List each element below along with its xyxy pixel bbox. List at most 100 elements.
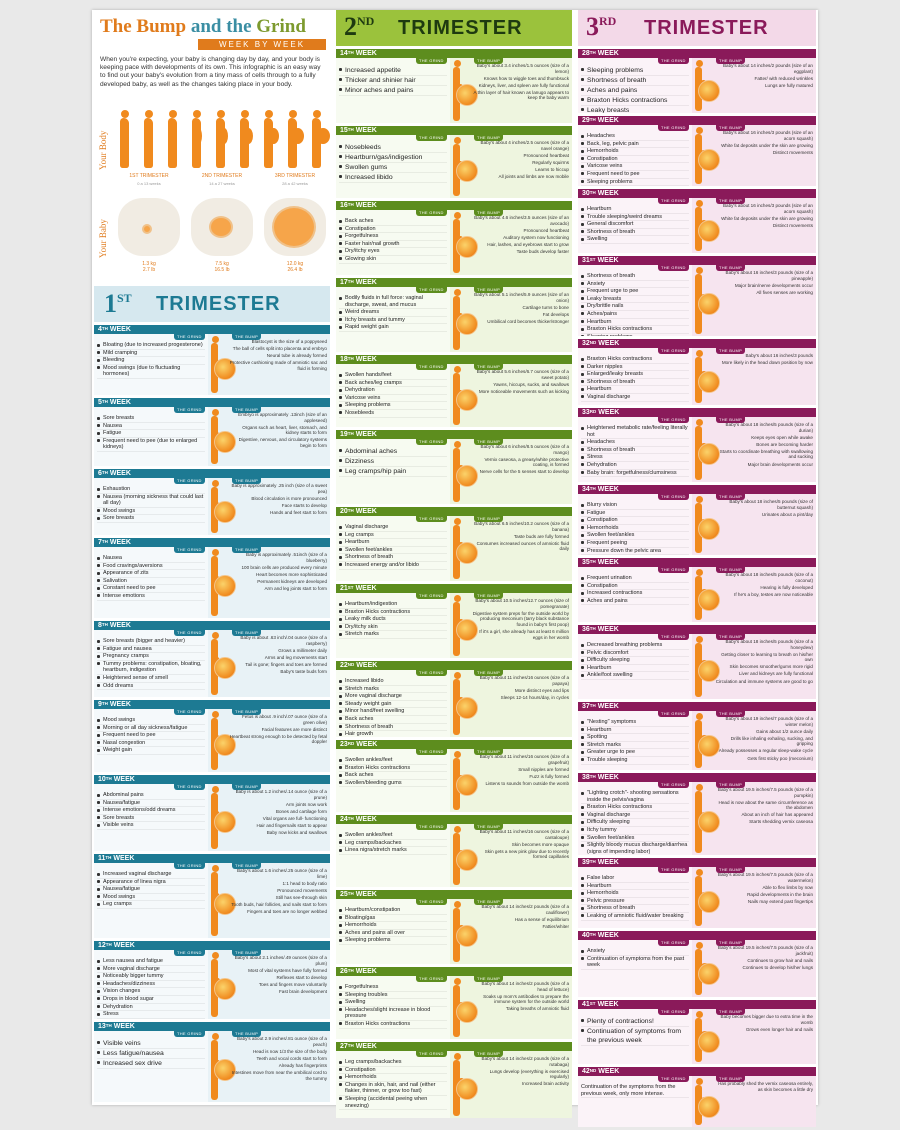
fetus-icon bbox=[456, 84, 478, 106]
bump-tag: THE BUMP bbox=[232, 709, 262, 715]
bump-facts: Baby's about 10.5 inches/12.7 ounces (si… bbox=[471, 598, 569, 642]
week-card: 41ST WEEK THE GRIND THE BUMP Plenty of contr… bbox=[578, 1000, 816, 1064]
week-header: 19TH WEEK bbox=[336, 430, 572, 439]
bump-fact: Still has see-through skin bbox=[275, 894, 327, 900]
bump-fact: Skin becomes more opaque bbox=[511, 841, 569, 847]
grind-symptom: Ankle/foot swelling bbox=[581, 672, 689, 680]
week-word: WEEK bbox=[109, 399, 131, 406]
fetus-icon bbox=[456, 925, 478, 947]
bump-facts: Embryo is approximately .13inch (size of… bbox=[229, 412, 327, 450]
grind-symptom: Stress bbox=[581, 454, 689, 462]
grind-symptom-list: Abdominal pains Nausea/fatigue Intense emo… bbox=[97, 792, 205, 830]
week-body: Increased vaginal discharge Appearance of… bbox=[94, 863, 330, 938]
grind-tag: THE GRIND bbox=[416, 516, 447, 522]
week-number-suffix: ND bbox=[589, 340, 597, 345]
grind-symptom: Increased contractions bbox=[581, 590, 689, 598]
week-title: 25TH WEEK bbox=[340, 890, 377, 899]
grind-tag: THE GRIND bbox=[174, 863, 205, 869]
grind-symptom-list: Increased libido Stretch marks More vagina… bbox=[339, 678, 447, 737]
grind-symptom: Rapid weight gain bbox=[339, 324, 447, 332]
bump-fact: Protective cushioning made of amniotic s… bbox=[229, 360, 327, 371]
week-number: 28 bbox=[582, 50, 590, 57]
week-header: 25TH WEEK bbox=[336, 890, 572, 899]
week-header: 28TH WEEK bbox=[578, 49, 816, 58]
bump-tag: THE BUMP bbox=[716, 1009, 746, 1015]
grind-symptom: Shortness of breath bbox=[339, 554, 447, 562]
bump-tag: THE BUMP bbox=[474, 135, 504, 141]
week-title: 18TH WEEK bbox=[340, 355, 377, 364]
bump-fact: More likely in the head down position by… bbox=[721, 360, 813, 366]
grind-symptom-list: Swollen hands/feet Back aches/leg cramps D… bbox=[339, 372, 447, 418]
week-number: 13 bbox=[98, 1023, 106, 1030]
bump-fact: Sleeps 12-14 hours/day, in cycles bbox=[500, 694, 569, 700]
logo: The Bump and the Grind WEEK BY WEEK bbox=[100, 16, 326, 52]
fetus-icon bbox=[214, 734, 236, 757]
figure-belly bbox=[292, 128, 304, 144]
week-header: 29TH WEEK bbox=[578, 116, 816, 125]
week-number-suffix: TH bbox=[347, 279, 354, 284]
grind-symptom: Trouble sleeping/weird dreams bbox=[581, 214, 689, 222]
mother-head bbox=[696, 127, 703, 134]
week-card: 26TH WEEK THE GRIND THE BUMP Forgetfulness Sl… bbox=[336, 967, 572, 1039]
grind-symptom: Glowing skin bbox=[339, 256, 447, 264]
bump-fact: Keeps eyes open while awake bbox=[751, 434, 813, 440]
grind-symptom: Increased sex drive bbox=[97, 1059, 205, 1069]
bump-fact: Knows how to wiggle toes and thumbsuck bbox=[483, 75, 569, 81]
fetus-icon bbox=[698, 1031, 720, 1053]
week-number-suffix: TH bbox=[101, 399, 108, 404]
bump-fact: Yawns, hiccups, sucks, and swallows bbox=[493, 381, 569, 387]
grind-symptom: Decreased breathing problems bbox=[581, 642, 689, 650]
week-word: WEEK bbox=[109, 701, 131, 708]
week-header: 15TH WEEK bbox=[336, 126, 572, 135]
bump-fact: Digestive system preps for the outside w… bbox=[472, 610, 569, 627]
week-number: 15 bbox=[340, 127, 348, 134]
bump-fact: Continues to grow hair and nails bbox=[747, 957, 813, 963]
week-header: 10TH WEEK bbox=[94, 775, 330, 784]
grind-symptom-list: "Nesting" symptoms Heartburn Spotting Stret… bbox=[581, 719, 689, 765]
grind-symptom: Heartburn bbox=[581, 665, 689, 673]
bump-facts: Baby's about 19.5 inches/7.5 pounds (siz… bbox=[715, 872, 813, 906]
mother-head bbox=[212, 865, 219, 872]
mother-head bbox=[454, 826, 461, 833]
figure-body bbox=[264, 118, 273, 168]
grind-symptom: Shortness of breath bbox=[581, 379, 689, 387]
grind-symptom-list: Visible veins Less fatigue/nausea Increase… bbox=[97, 1039, 205, 1069]
bump-fact: Bones are becoming harder bbox=[756, 441, 813, 447]
week-word: WEEK bbox=[113, 1023, 135, 1030]
week-card: 12TH WEEK THE GRIND THE BUMP Less nausea and… bbox=[94, 941, 330, 1019]
week-body: Plenty of contractions! Continuation of s… bbox=[578, 1009, 816, 1064]
bump-fact: Blastocyst is the size of a poppyseed bbox=[251, 339, 327, 344]
week-word: WEEK bbox=[598, 1068, 620, 1075]
grind-symptom: Minor hand/feet swelling bbox=[339, 708, 447, 716]
week-card: 18TH WEEK THE GRIND THE BUMP Swollen hands/f… bbox=[336, 355, 572, 427]
bump-fact: Hair, lashes, and eyebrows start to grow bbox=[487, 241, 569, 247]
fetus-icon bbox=[456, 465, 478, 487]
week-number-suffix: TH bbox=[105, 942, 112, 947]
bump-fact: Getting closer to learning to breath on … bbox=[721, 651, 813, 663]
grind-symptom: Vaginal discharge bbox=[581, 394, 689, 402]
week-word: WEEK bbox=[355, 891, 377, 898]
bump-facts: Baby's about 5.6 inches/6.7 ounces (size… bbox=[471, 369, 569, 396]
week-word: WEEK bbox=[597, 932, 619, 939]
grind-tag: THE GRIND bbox=[658, 1076, 689, 1082]
grind-symptom: Heartburn bbox=[581, 206, 689, 214]
week-number-suffix: TH bbox=[347, 431, 354, 436]
grind-tag: THE GRIND bbox=[658, 567, 689, 573]
week-card: 14TH WEEK THE GRIND THE BUMP Increased appet… bbox=[336, 49, 572, 123]
fetus-icon bbox=[698, 370, 720, 393]
bump-facts: Baby's about 19.5 inches/7.5 pounds (siz… bbox=[715, 945, 813, 972]
grind-symptom: General discomfort bbox=[581, 221, 689, 229]
bump-fact: Hands and feet start to form bbox=[270, 509, 327, 515]
bump-fact: Reflexes start to develop bbox=[276, 974, 327, 980]
week-word: WEEK bbox=[355, 127, 377, 134]
trimester-header: 3RD TRIMESTER bbox=[578, 10, 816, 46]
bump-tag: THE BUMP bbox=[716, 265, 746, 271]
bump-fact: Lungs develop (everything is exercised r… bbox=[489, 1068, 569, 1080]
week-number: 6 bbox=[98, 470, 102, 477]
bump-fact: Baby now kicks and swallows bbox=[266, 830, 327, 836]
bump-fact: Baby's about 14 inches/2 pounds (size of… bbox=[722, 63, 813, 74]
week-body: Blurry vision Fatigue Constipation Hemorrho… bbox=[578, 494, 816, 555]
bump-fact: Baby's taste buds form bbox=[280, 668, 327, 674]
week-header: 18TH WEEK bbox=[336, 355, 572, 364]
grind-symptom: Leg cramps bbox=[339, 532, 447, 540]
